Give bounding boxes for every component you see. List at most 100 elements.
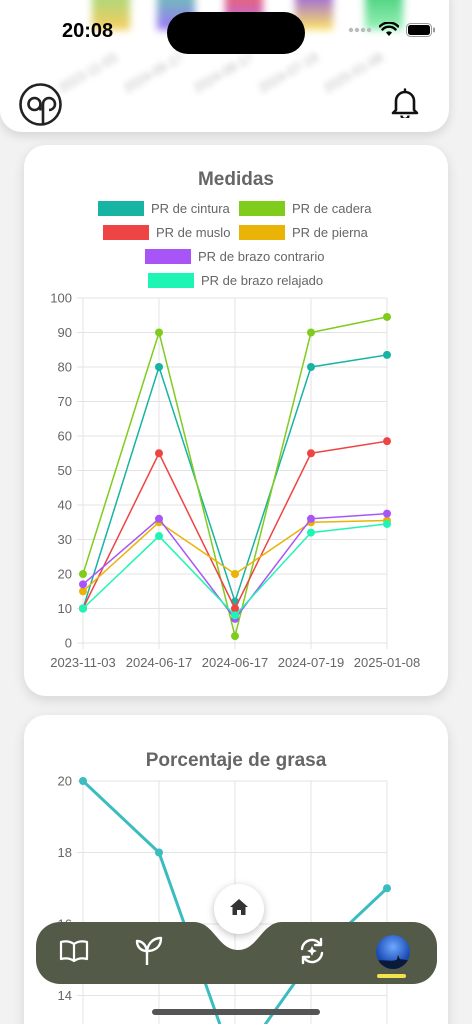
legend-item-pierna[interactable]: PR de pierna [239,225,368,240]
series-pr-de-brazo-relajado [79,519,391,620]
data-point[interactable] [307,449,315,458]
blurred-date: 2024-07-19 [255,49,321,96]
legend-swatch [98,201,144,216]
y-tick-label: 14 [58,988,72,1003]
data-point[interactable] [79,587,87,596]
legend-label: PR de cadera [292,201,372,216]
sync-sparkle-icon[interactable] [297,936,327,971]
data-point[interactable] [383,509,391,518]
ap-logo-icon[interactable] [19,83,62,131]
data-point[interactable] [155,328,163,337]
legend-label: PR de cintura [151,201,230,216]
blurred-date: 2024-06-17 [190,49,256,96]
data-point[interactable] [383,884,391,893]
y-tick-label: 70 [58,394,72,409]
chart-title: Medidas [197,169,275,190]
series-line [310,512,388,520]
data-point[interactable] [307,328,315,337]
x-tick-label: 2023-11-03 [50,655,116,670]
legend-label: PR de muslo [156,225,231,240]
y-tick-label: 20 [58,774,72,789]
data-point[interactable] [79,777,87,785]
home-indicator [152,1009,320,1015]
y-tick-label: 0 [65,636,72,651]
data-point[interactable] [231,611,239,620]
data-point[interactable] [383,437,391,446]
series-line [82,364,312,609]
series-pr-de-muslo [79,437,391,613]
data-point[interactable] [383,312,391,321]
y-tick-label: 10 [58,601,72,616]
legend-label: PR de brazo relajado [201,273,324,288]
data-point[interactable] [155,449,163,458]
series-line [82,532,312,617]
data-point[interactable] [155,363,163,371]
data-point[interactable] [231,632,239,641]
data-point[interactable] [155,532,163,541]
y-tick-label: 100 [50,291,72,306]
series-pr-de-brazo-contrario [79,509,391,623]
bell-icon[interactable] [391,88,419,123]
bottom-navigation [36,922,437,984]
y-tick-label: 18 [58,845,72,860]
series-line [310,440,388,454]
data-point[interactable] [79,580,87,589]
chart-title: Porcentaje de grasa [145,750,327,771]
home-button[interactable] [214,884,264,934]
blurred-date: 2024-06-17 [120,49,186,96]
series-line [310,316,388,334]
series-line [310,523,388,534]
legend-item-cadera[interactable]: PR de cadera [239,201,372,216]
x-tick-label: 2024-07-19 [278,655,345,670]
data-point[interactable] [155,848,163,857]
blurred-date: 2023-11-03 [55,49,120,96]
blurred-date-labels: 2023-11-03 2024-06-17 2024-06-17 2024-07… [50,49,449,100]
data-point[interactable] [307,528,315,537]
legend-item-brazo-relajado[interactable]: PR de brazo relajado [148,273,323,288]
series-pr-de-cadera [79,312,391,641]
data-point[interactable] [79,570,87,578]
dynamic-island [167,12,305,54]
y-tick-label: 20 [58,567,72,582]
data-point[interactable] [79,604,87,613]
data-point[interactable] [231,570,239,578]
y-tick-label: 80 [58,360,72,375]
blurred-date: 2025-01-08 [320,49,386,96]
status-icons [348,21,436,42]
avatar[interactable] [376,935,410,969]
y-tick-label: 50 [58,463,72,478]
data-point[interactable] [383,350,391,359]
sprout-icon[interactable] [135,935,163,972]
data-point[interactable] [307,363,315,371]
legend-label: PR de brazo contrario [198,249,325,264]
data-point[interactable] [383,519,391,528]
blurred-bar [92,0,130,30]
battery-icon [406,22,436,42]
x-tick-label: 2024-06-17 [202,655,269,670]
x-tick-label: 2024-06-17 [126,655,193,670]
signal-icon [348,23,372,41]
series-line [82,521,312,592]
home-icon [230,898,248,920]
legend-label: PR de pierna [292,225,368,240]
data-point[interactable] [307,514,315,523]
data-point[interactable] [155,514,163,523]
data-point[interactable] [231,604,239,613]
legend-item-cintura[interactable]: PR de cintura [98,201,230,216]
y-tick-label: 60 [58,429,72,444]
active-tab-indicator [377,974,406,978]
legend-item-brazo-contrario[interactable]: PR de brazo contrario [145,249,324,264]
series-line [82,329,312,637]
legend-item-muslo[interactable]: PR de muslo [103,225,230,240]
legend-swatch [239,225,285,240]
y-tick-label: 40 [58,498,72,513]
medidas-line-chart: 0 10 20 30 40 50 60 70 80 90 100 2023-11-03 2024-06-… [50,291,420,671]
legend-swatch [239,201,285,216]
wifi-icon [378,21,400,42]
series-line [82,451,312,611]
status-time: 20:08 [62,20,114,42]
book-icon[interactable] [59,939,89,968]
nav-background [36,922,437,984]
series-line [310,519,388,523]
medidas-chart-card: Medidas PR de cintura PR de cadera PR de… [24,145,448,696]
